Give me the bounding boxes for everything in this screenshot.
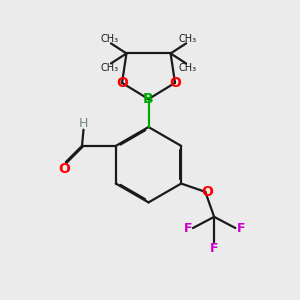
Text: CH₃: CH₃ <box>100 34 118 44</box>
Text: O: O <box>169 76 181 90</box>
Text: B: B <box>143 92 154 106</box>
Text: H: H <box>79 117 88 130</box>
Text: O: O <box>58 161 70 176</box>
Text: CH₃: CH₃ <box>100 63 118 73</box>
Text: F: F <box>236 221 245 235</box>
Text: CH₃: CH₃ <box>178 63 197 73</box>
Text: F: F <box>183 221 192 235</box>
Text: F: F <box>210 242 218 255</box>
Text: O: O <box>201 185 213 199</box>
Text: O: O <box>116 76 128 90</box>
Text: CH₃: CH₃ <box>178 34 197 44</box>
